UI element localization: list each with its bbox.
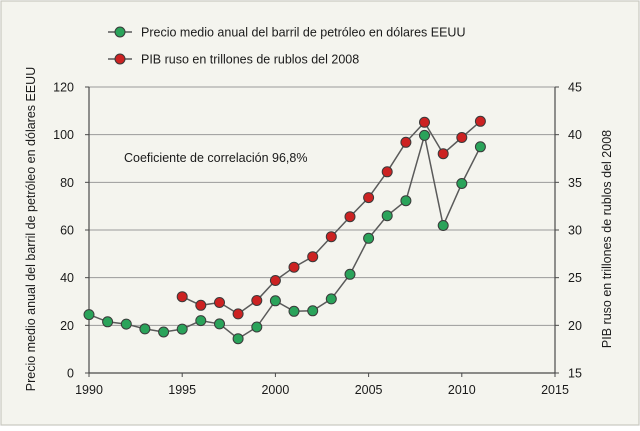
gridlines (89, 86, 555, 326)
point-oil-2004 (344, 268, 356, 280)
y-right-tick-label-35: 35 (568, 176, 582, 190)
x-tick-label-2010: 2010 (448, 383, 476, 397)
point-oil-2010 (456, 178, 468, 189)
point-oil-1991 (102, 316, 114, 328)
point-gdp-2003 (325, 231, 337, 243)
point-gdp-2005 (363, 192, 375, 204)
y-left-axis-label: Precio medio anual del barril de petróle… (24, 67, 38, 392)
point-oil-1990 (83, 309, 95, 321)
y-right-tick-label-30: 30 (568, 224, 582, 238)
point-oil-2003 (325, 293, 337, 305)
point-oil-2001 (288, 305, 300, 317)
tick-labels: 0 20 40 60 80 100 120 15 20 25 30 35 40 45 1990 1995 200… (53, 81, 582, 398)
point-oil-1994 (158, 326, 170, 338)
point-oil-1998 (232, 333, 244, 345)
y-left-tick-label-80: 80 (60, 176, 74, 190)
point-oil-2008 (419, 129, 430, 141)
point-gdp-2004 (344, 211, 356, 223)
point-oil-1996 (195, 315, 207, 327)
y-right-tick-label-20: 20 (568, 319, 582, 333)
point-gdp-1997 (214, 297, 225, 308)
point-gdp-2006 (381, 166, 393, 178)
x-tick-label-2015: 2015 (541, 383, 569, 397)
x-tick-label-2005: 2005 (355, 383, 383, 397)
point-gdp-2009 (437, 148, 449, 160)
legend-marker-gdp (114, 53, 126, 65)
series-gdp (176, 115, 486, 320)
point-oil-2007 (400, 195, 412, 207)
point-oil-1993 (139, 323, 151, 335)
point-gdp-1996 (195, 299, 207, 311)
legend-label-oil: Precio medio anual del barril de petróle… (141, 26, 466, 40)
y-right-tick-label-25: 25 (568, 271, 582, 285)
legend: Precio medio anual del barril de petróle… (108, 26, 466, 67)
point-oil-2011 (474, 141, 486, 153)
point-oil-2009 (437, 220, 449, 231)
point-gdp-1995 (176, 291, 188, 303)
y-left-tick-label-0: 0 (67, 367, 74, 381)
y-left-tick-label-40: 40 (60, 271, 74, 285)
point-gdp-1998 (232, 308, 244, 320)
point-gdp-2007 (400, 136, 412, 148)
point-gdp-2008 (419, 116, 430, 128)
point-oil-1997 (214, 318, 225, 330)
y-right-axis-label: PIB ruso en trillones de rublos del 2008 (600, 130, 614, 348)
y-right-tick-label-40: 40 (568, 128, 582, 142)
point-oil-1992 (120, 318, 132, 330)
point-oil-2000 (269, 295, 281, 307)
point-oil-2002 (307, 305, 319, 317)
legend-marker-oil (114, 26, 126, 38)
y-right-tick-label-15: 15 (568, 367, 582, 381)
series-layer (83, 115, 486, 345)
point-oil-1999 (251, 321, 263, 333)
point-oil-2005 (363, 232, 375, 244)
y-left-tick-label-100: 100 (53, 128, 74, 142)
point-oil-2006 (381, 210, 393, 222)
y-left-tick-label-60: 60 (60, 224, 74, 238)
y-left-tick-label-20: 20 (60, 319, 74, 333)
point-gdp-2010 (456, 132, 468, 143)
correlation-annotation: Coeficiente de correlación 96,8% (124, 151, 307, 165)
series-line-oil (88, 135, 482, 340)
legend-label-gdp: PIB ruso en trillones de rublos del 2008 (141, 53, 359, 67)
x-tick-label-2000: 2000 (261, 383, 289, 397)
point-gdp-2000 (269, 275, 281, 286)
x-tick-label-1995: 1995 (168, 383, 196, 397)
point-gdp-2002 (307, 251, 319, 263)
series-oil (83, 129, 486, 345)
y-right-tick-label-45: 45 (568, 81, 582, 95)
y-left-tick-label-120: 120 (53, 81, 74, 95)
point-gdp-2001 (288, 261, 300, 273)
point-gdp-1999 (251, 295, 263, 306)
point-gdp-2011 (474, 115, 486, 127)
x-tick-label-1990: 1990 (75, 383, 103, 397)
point-oil-1995 (176, 323, 188, 335)
